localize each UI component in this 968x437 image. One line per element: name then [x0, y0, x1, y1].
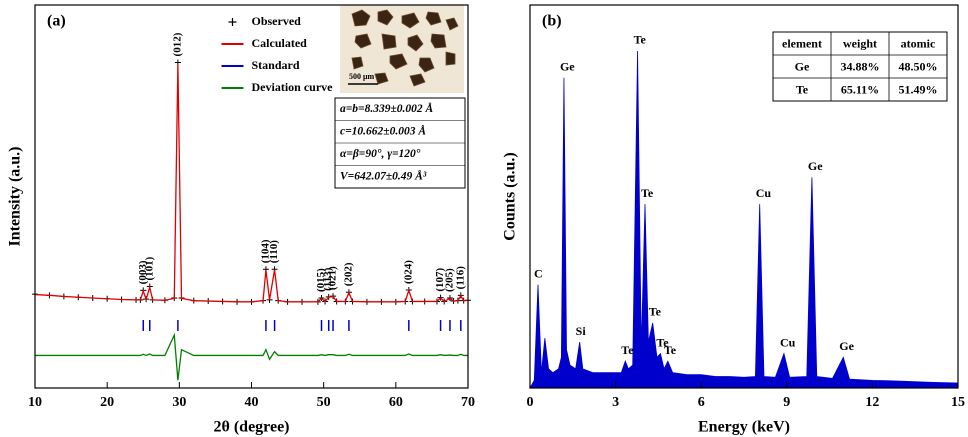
table-cell: 51.49% — [899, 82, 938, 96]
peak-label: C — [534, 266, 543, 280]
x-tick-label: 6 — [698, 395, 705, 410]
table-frame — [772, 31, 948, 102]
info-line: a=b=8.339±0.002 Å — [340, 102, 434, 115]
peak-label: (202) — [342, 262, 354, 286]
info-line: c=10.662±0.003 Å — [340, 125, 426, 138]
series-line — [34, 64, 469, 303]
table-header: weight — [843, 36, 877, 50]
photo-inset — [340, 5, 464, 93]
peak-label: (104) — [259, 239, 271, 263]
table-cell: 34.88% — [841, 59, 880, 73]
table-header: atomic — [901, 36, 936, 50]
peak-label: (101) — [143, 256, 155, 280]
peak-label: (113) — [322, 267, 334, 291]
peak-label: Te — [649, 305, 662, 319]
peak-label: (116) — [454, 266, 466, 290]
peak-label: Te — [621, 343, 634, 357]
peak-label: Te — [634, 33, 647, 47]
peak-label: (021) — [327, 266, 339, 290]
x-tick-label: 40 — [245, 395, 259, 410]
table-cell: Te — [796, 82, 809, 96]
legend-marker — [228, 18, 237, 26]
peak-label: Cu — [756, 186, 772, 200]
peak-label: Te — [641, 186, 654, 200]
peak-label: (024) — [402, 260, 414, 284]
x-tick-label: 3 — [612, 395, 619, 410]
legend-label: Observed — [252, 14, 302, 28]
peak-label: (205) — [443, 268, 455, 292]
info-line: α=β=90°, γ=120° — [340, 148, 421, 160]
peak-label: Cu — [780, 335, 796, 349]
y-axis-label: Intensity (a.u.) — [7, 146, 24, 246]
plot-frame — [529, 4, 959, 389]
x-tick-label: 15 — [951, 395, 965, 410]
x-axis-label: 2θ (degree) — [213, 419, 289, 436]
x-tick-label: 0 — [527, 395, 534, 410]
photo-grains — [351, 9, 459, 87]
peak-label: Si — [576, 324, 587, 338]
legend-label: Standard — [252, 58, 300, 72]
panel-label: (b) — [542, 13, 562, 30]
x-tick-label: 9 — [783, 395, 790, 410]
spectrum-area — [529, 50, 959, 389]
x-tick-label: 30 — [172, 395, 186, 410]
peak-label: (107) — [434, 267, 446, 291]
info-line: V=642.07±0.49 Å³ — [340, 170, 427, 183]
peak-label: (003) — [137, 260, 149, 284]
peak-label: Te — [656, 335, 669, 349]
x-tick-label: 60 — [389, 395, 403, 410]
peak-label: (012) — [171, 32, 183, 56]
table-cell: 65.11% — [841, 82, 879, 96]
x-tick-label: 10 — [28, 395, 42, 410]
peak-label: Te — [664, 343, 677, 357]
table-cell: 48.50% — [899, 59, 938, 73]
legend-label: Deviation curve — [252, 80, 334, 94]
x-tick-label: 20 — [100, 395, 114, 410]
peak-label: Ge — [560, 60, 575, 74]
x-tick-label: 50 — [317, 395, 331, 410]
x-axis-label: Energy (keV) — [698, 419, 790, 436]
peak-label: Ge — [839, 339, 854, 353]
table-cell: Ge — [795, 59, 810, 73]
legend-label: Calculated — [252, 36, 308, 50]
table-header: element — [782, 36, 822, 50]
x-tick-label: 70 — [461, 395, 475, 410]
panel-label: (a) — [47, 13, 66, 30]
peak-label: Ge — [808, 159, 823, 173]
y-axis-label: Counts (a.u.) — [502, 152, 519, 240]
series-line — [35, 332, 468, 381]
x-tick-label: 12 — [865, 395, 879, 410]
peak-label: (015) — [315, 268, 327, 292]
peak-label: (110) — [268, 240, 280, 264]
scale-label: 500 μm — [349, 72, 375, 81]
